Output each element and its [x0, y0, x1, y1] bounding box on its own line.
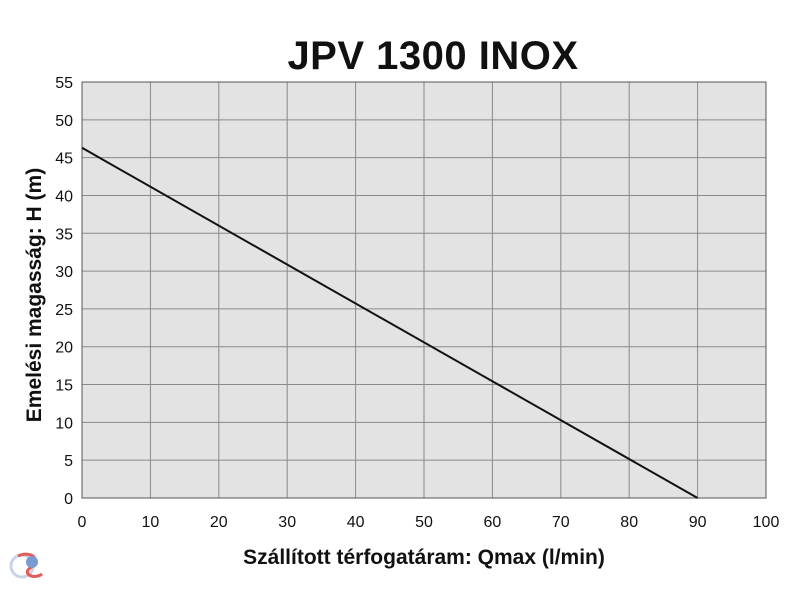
x-tick-labels: 0 10 20 30 40 50 60 70 80 90 100 [78, 514, 780, 531]
x-tick-label: 70 [552, 514, 570, 531]
y-tick-label: 10 [55, 415, 73, 432]
y-tick-label: 25 [55, 302, 73, 319]
y-tick-label: 55 [55, 75, 73, 92]
y-axis-label: Emelési magasság: H (m) [23, 168, 46, 422]
series-layer [81, 146, 699, 499]
x-tick-label: 80 [620, 514, 638, 531]
x-tick-label: 20 [210, 514, 228, 531]
y-tick-label: 20 [55, 340, 73, 357]
chart-title: JPV 1300 INOX [287, 34, 579, 78]
y-tick-label: 0 [64, 491, 73, 508]
y-tick-label: 50 [55, 113, 73, 130]
plot-frame [81, 81, 767, 499]
y-tick-label: 35 [55, 226, 73, 243]
x-tick-label: 100 [753, 514, 780, 531]
y-tick-label: 30 [55, 264, 73, 281]
logo-icon [8, 548, 48, 589]
series-line [81, 146, 699, 499]
x-tick-label: 50 [415, 514, 433, 531]
y-tick-label: 40 [55, 188, 73, 205]
x-tick-label: 10 [142, 514, 160, 531]
x-tick-label: 60 [484, 514, 502, 531]
x-tick-label: 30 [278, 514, 296, 531]
x-axis-label: Szállított térfogatáram: Qmax (l/min) [243, 546, 605, 569]
y-tick-label: 5 [64, 453, 73, 470]
x-tick-label: 40 [347, 514, 365, 531]
x-tick-label: 0 [78, 514, 87, 531]
x-tick-label: 90 [689, 514, 707, 531]
y-tick-label: 45 [55, 151, 73, 168]
y-tick-labels: 0 5 10 15 20 25 30 35 40 45 50 55 [55, 75, 73, 508]
y-tick-label: 15 [55, 378, 73, 395]
